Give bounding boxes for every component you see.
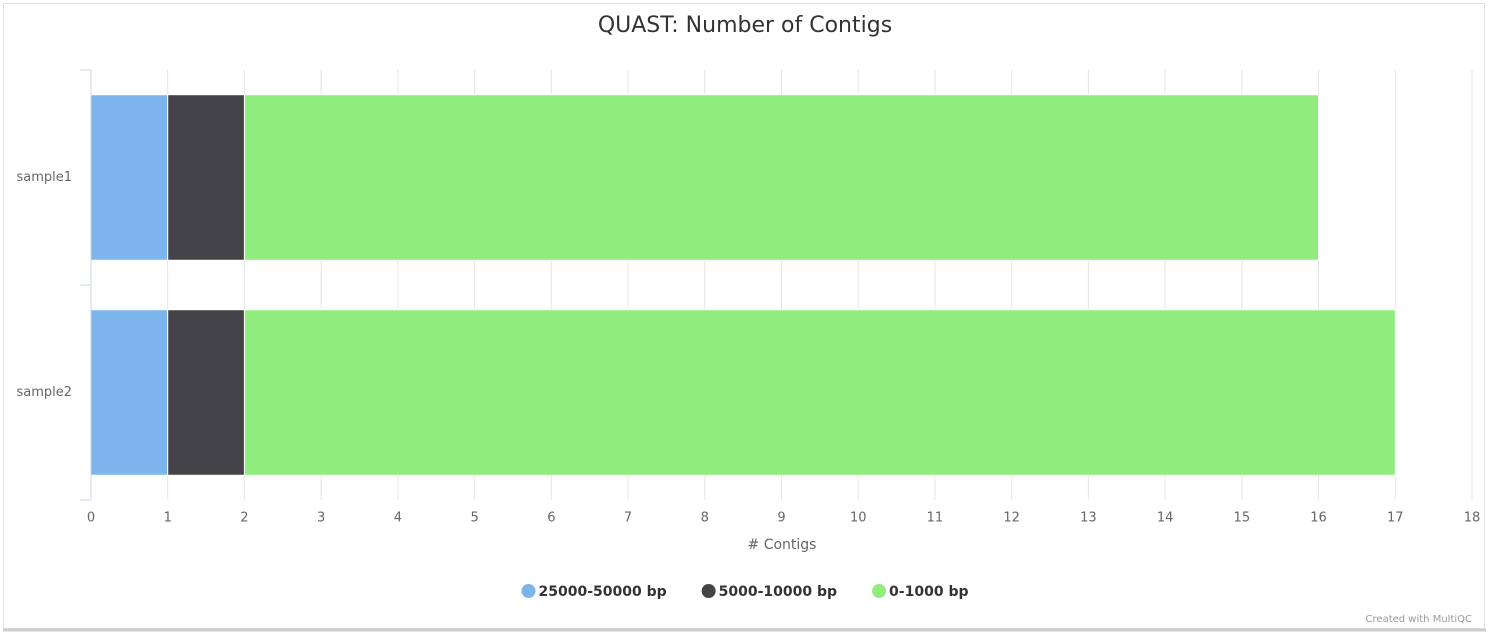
bar-segment <box>167 94 245 261</box>
x-tick-label: 8 <box>701 511 709 526</box>
x-tick-label: 3 <box>317 511 325 526</box>
x-tick-label: 6 <box>547 511 555 526</box>
x-tick-label: 0 <box>87 511 95 526</box>
legend-label: 25000-50000 bp <box>539 584 667 600</box>
x-tick-label: 4 <box>394 511 402 526</box>
legend-label: 5000-10000 bp <box>719 584 837 600</box>
y-tick-label: sample2 <box>16 385 72 400</box>
x-tick-label: 9 <box>777 511 785 526</box>
x-tick-label: 7 <box>624 511 632 526</box>
x-tick-label: 10 <box>850 511 867 526</box>
x-tick-label: 1 <box>164 511 172 526</box>
legend-label: 0-1000 bp <box>889 584 968 600</box>
bars: sample1 sample2 <box>16 94 1396 476</box>
bar-segment <box>167 309 245 476</box>
chart-title: QUAST: Number of Contigs <box>598 13 892 38</box>
legend-item[interactable]: 0-1000 bp <box>872 584 968 600</box>
credit: Created with MultiQC <box>1366 614 1472 625</box>
x-tick-label: 11 <box>927 511 944 526</box>
bar-segment <box>243 94 1320 261</box>
bar-segment <box>243 309 1396 476</box>
x-tick-label: 14 <box>1157 511 1174 526</box>
legend-marker <box>701 584 716 598</box>
legend-marker <box>521 584 536 598</box>
x-tick-label: 15 <box>1234 511 1251 526</box>
bar-segment <box>90 309 169 476</box>
x-tick-label: 16 <box>1310 511 1327 526</box>
legend: 25000-50000 bp 5000-10000 bp 0-1000 bp <box>521 584 968 600</box>
bar-segment <box>90 94 169 261</box>
x-axis-label: # Contigs <box>748 537 817 553</box>
x-tick-label: 5 <box>470 511 478 526</box>
legend-item[interactable]: 5000-10000 bp <box>701 584 837 600</box>
x-tick-label: 2 <box>240 511 248 526</box>
legend-item[interactable]: 25000-50000 bp <box>521 584 667 600</box>
y-tick-label: sample1 <box>16 170 72 185</box>
legend-marker <box>872 584 887 598</box>
x-tick-label: 18 <box>1464 511 1481 526</box>
x-tick-label: 12 <box>1003 511 1020 526</box>
x-tick-label: 17 <box>1387 511 1404 526</box>
x-tick-label: 13 <box>1080 511 1097 526</box>
